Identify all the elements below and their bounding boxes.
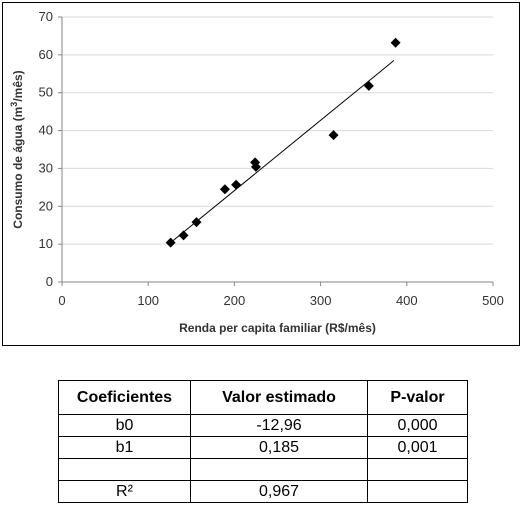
gridlines xyxy=(62,16,493,245)
table-row xyxy=(58,458,468,481)
cell-coef: R² xyxy=(58,480,191,503)
x-tick-label: 400 xyxy=(396,293,418,308)
y-tick-label: 50 xyxy=(39,85,53,100)
y-tick-label: 0 xyxy=(46,274,53,289)
data-point xyxy=(231,179,242,190)
x-tick-label: 500 xyxy=(482,293,504,308)
cell-coef: b0 xyxy=(58,414,191,437)
cell-value: -12,96 xyxy=(190,414,368,437)
data-point xyxy=(328,130,339,141)
x-tick-label: 0 xyxy=(58,293,65,308)
cell-value: 0,967 xyxy=(190,480,368,503)
data-point xyxy=(178,230,189,241)
data-points xyxy=(165,37,401,248)
cell-pvalue: 0,000 xyxy=(367,414,468,437)
table-row: b0 -12,96 0,000 xyxy=(58,414,468,437)
scatter-plot: 0 10 20 30 40 50 60 70 0 100 200 300 400 500 Renda pe… xyxy=(9,9,504,335)
data-point xyxy=(219,184,230,195)
header-p-valor: P-valor xyxy=(367,380,468,415)
data-point xyxy=(250,161,261,172)
cell-coef: b1 xyxy=(58,436,191,459)
x-tick-label: 300 xyxy=(310,293,332,308)
y-tick-label: 20 xyxy=(39,198,53,213)
y-tick-label: 60 xyxy=(39,47,53,62)
cell-value xyxy=(190,458,368,481)
y-tick-label: 70 xyxy=(39,9,53,24)
y-tick-label: 30 xyxy=(39,160,53,175)
axes xyxy=(58,16,494,286)
cell-pvalue xyxy=(367,458,468,481)
cell-pvalue: 0,001 xyxy=(367,436,468,459)
x-axis-title: Renda per capita familiar (R$/mês) xyxy=(179,321,376,335)
x-tick-label: 100 xyxy=(137,293,159,308)
header-valor-estimado: Valor estimado xyxy=(190,380,368,415)
y-axis-title-tail: /mês) xyxy=(11,70,25,101)
x-tick-label: 200 xyxy=(224,293,246,308)
cell-coef xyxy=(58,458,191,481)
data-point xyxy=(165,237,176,248)
table-row: R² 0,967 xyxy=(58,480,468,503)
cell-pvalue xyxy=(367,480,468,503)
y-tick-label: 10 xyxy=(39,236,53,251)
data-point xyxy=(250,157,261,168)
coefficients-table: Coeficientes Valor estimado P-valor b0 -… xyxy=(58,380,468,503)
data-point xyxy=(390,37,401,48)
y-axis-title-superscript: 3 xyxy=(9,102,19,107)
chart-frame: 0 10 20 30 40 50 60 70 0 100 200 300 400 500 Renda pe… xyxy=(2,2,520,346)
data-point xyxy=(363,80,374,91)
data-point xyxy=(191,217,202,228)
table-row: b1 0,185 0,001 xyxy=(58,436,468,459)
cell-value: 0,185 xyxy=(190,436,368,459)
y-tick-label: 40 xyxy=(39,123,53,138)
trend-line xyxy=(170,60,395,244)
table-header-row: Coeficientes Valor estimado P-valor xyxy=(58,380,468,415)
y-axis-title: Consumo de água (m3/mês) xyxy=(9,70,25,228)
tick-labels: 0 10 20 30 40 50 60 70 0 100 200 300 400 500 xyxy=(39,9,504,308)
header-coeficientes: Coeficientes xyxy=(58,380,191,415)
y-axis-title-main: Consumo de água (m xyxy=(11,107,25,229)
